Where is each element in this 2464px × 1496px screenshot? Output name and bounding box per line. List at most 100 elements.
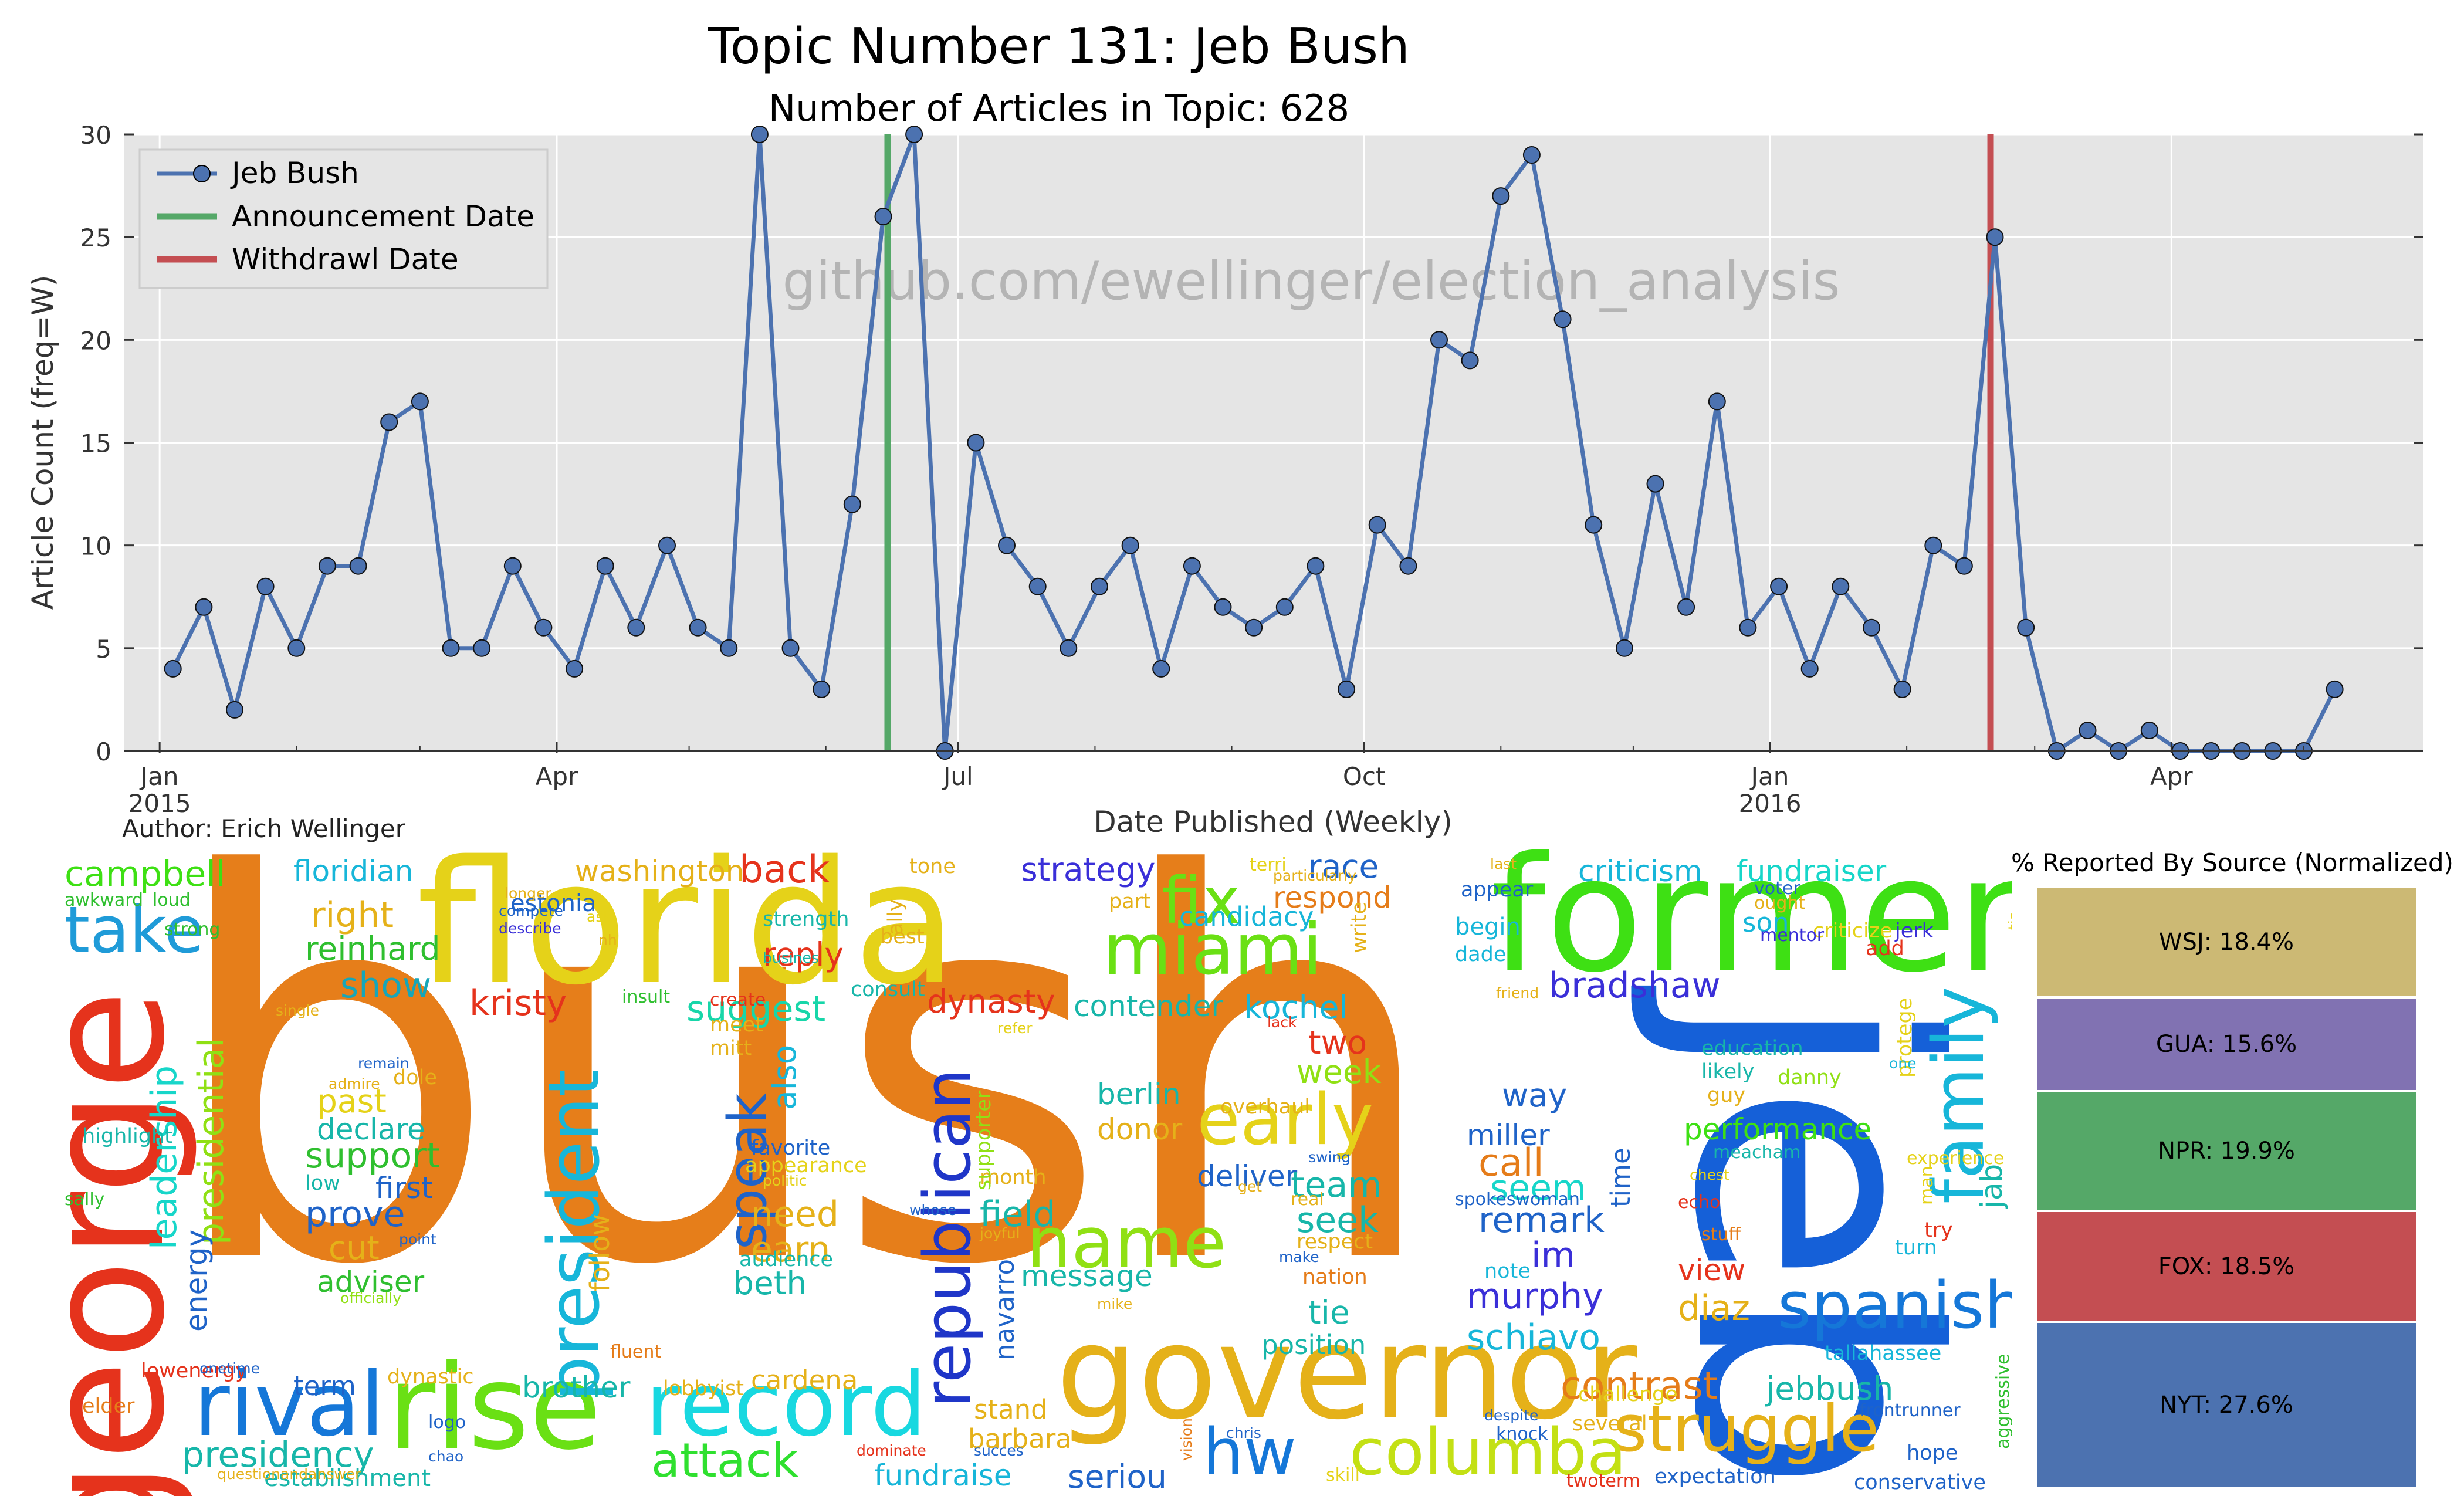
word-cloud-word: presidency <box>182 1434 374 1475</box>
word-cloud-word: begin <box>1455 913 1521 940</box>
word-cloud-word: twoterm <box>1566 1471 1640 1491</box>
word-cloud-word: im <box>1531 1235 1576 1276</box>
word-cloud-word: add <box>1866 937 1904 960</box>
word-cloud-word: tie <box>1308 1294 1350 1331</box>
word-cloud-word: spokeswoman <box>1455 1189 1580 1210</box>
word-cloud-word: respect <box>1297 1230 1373 1254</box>
word-cloud-word: cut <box>329 1229 380 1267</box>
word-cloud-word: appear <box>1461 878 1534 902</box>
word-cloud-word: view <box>1678 1253 1746 1287</box>
word-cloud-word: dade <box>1455 943 1507 966</box>
data-point <box>195 598 213 616</box>
word-cloud-word: past <box>317 1082 387 1120</box>
word-cloud-word: back <box>739 848 830 892</box>
data-point <box>1832 577 1850 595</box>
word-cloud-word: favorite <box>751 1136 831 1160</box>
data-point <box>380 413 398 431</box>
legend-announcement-date: Announcement Date <box>232 199 534 233</box>
data-point <box>813 680 831 698</box>
data-point <box>1368 516 1386 534</box>
word-cloud-word: meacham <box>1713 1142 1801 1163</box>
word-cloud-word: onetime <box>199 1360 260 1377</box>
word-cloud-word: terri <box>1250 855 1287 875</box>
word-cloud-word: dominate <box>857 1442 926 1459</box>
legend-withdrawl-date: Withdrawl Date <box>232 242 459 276</box>
data-point <box>1214 598 1232 616</box>
chart-title: Topic Number 131: Jeb Bush <box>708 18 1410 76</box>
data-point <box>1152 659 1170 678</box>
word-cloud-word: chest <box>1690 1166 1729 1183</box>
source-segment: FOX: 18.5% <box>2036 1210 2417 1322</box>
word-cloud-word: murphy <box>1467 1276 1603 1317</box>
word-cloud-word: barbara <box>968 1423 1072 1454</box>
word-cloud-word: audience <box>739 1248 834 1271</box>
word-cloud-word: energy <box>180 1229 214 1332</box>
word-cloud-word: jerk <box>1895 919 1934 943</box>
x-tick-label: Apr <box>2150 762 2193 791</box>
data-point <box>1677 598 1695 616</box>
x-tick-label: Jan <box>139 762 179 791</box>
word-cloud-word: frontrunner <box>1860 1400 1961 1421</box>
word-cloud-word: kochel <box>1244 989 1348 1026</box>
data-point <box>1121 536 1139 554</box>
word-cloud-word: expectation <box>1654 1465 1776 1488</box>
word-cloud-word: compete <box>499 902 563 919</box>
legend-jeb-bush: Jeb Bush <box>230 156 359 190</box>
word-cloud-word: cardena <box>751 1365 858 1396</box>
word-cloud-word: field <box>980 1194 1056 1235</box>
author-credit: Author: Erich Wellinger <box>122 814 405 843</box>
word-cloud-word: race <box>1308 848 1379 885</box>
word-cloud-word: challenge <box>1578 1383 1678 1406</box>
word-cloud-word: navarro <box>989 1258 1020 1360</box>
word-cloud-word: chao <box>428 1448 464 1465</box>
word-cloud-word: echo <box>1678 1192 1721 1213</box>
data-point <box>226 700 243 719</box>
watermark: github.com/ewellinger/election_analysis <box>782 251 1840 312</box>
word-cloud-word: message <box>1021 1259 1153 1293</box>
data-point <box>998 536 1016 554</box>
word-cloud-word: particularly <box>1273 867 1357 884</box>
word-cloud-word: ought <box>1754 893 1806 913</box>
data-point <box>1307 557 1325 575</box>
data-point <box>1245 618 1263 637</box>
y-tick-label: 25 <box>80 224 111 252</box>
line-chart: github.com/ewellinger/election_analysis … <box>26 121 2423 839</box>
data-point <box>1986 228 2004 246</box>
word-cloud-word: take <box>65 892 204 967</box>
word-cloud-word: seem <box>1490 1167 1586 1209</box>
word-cloud-word: spanish <box>1778 1268 2012 1343</box>
data-point <box>349 557 367 575</box>
word-cloud-word: elder <box>82 1395 135 1418</box>
y-tick-label: 20 <box>80 326 111 355</box>
word-cloud-word: kristy <box>469 983 567 1024</box>
word-cloud-word: describe <box>499 920 561 937</box>
word-cloud-word: skill <box>1326 1465 1360 1485</box>
word-cloud-word: highlight <box>82 1125 172 1148</box>
y-tick-label: 0 <box>96 737 111 766</box>
data-point <box>1060 639 1078 657</box>
word-cloud-word: supporter <box>972 1090 996 1190</box>
word-cloud-word: knock <box>1496 1424 1548 1444</box>
word-cloud-word: declare <box>317 1112 425 1146</box>
word-cloud-word: deliver <box>1197 1159 1298 1193</box>
word-cloud-word: rise <box>387 1339 602 1476</box>
y-tick-label: 15 <box>80 429 111 458</box>
data-point <box>1708 392 1726 411</box>
word-cloud-word: real <box>1291 1189 1324 1210</box>
word-cloud-word: friend <box>1496 984 1539 1001</box>
data-point <box>658 536 676 554</box>
word-cloud-word: month <box>980 1166 1047 1189</box>
word-cloud-word: turn <box>1895 1236 1937 1260</box>
word-cloud-word: tallahassee <box>1825 1342 1942 1365</box>
word-cloud-word: strong <box>164 919 221 940</box>
word-cloud-word: florida <box>417 845 957 1023</box>
word-cloud-word: week <box>1297 1053 1382 1091</box>
word-cloud-word: strategy <box>1021 851 1156 888</box>
word-cloud-word: succes <box>974 1442 1024 1459</box>
word-cloud-word: politic <box>763 1172 807 1189</box>
data-point <box>287 639 306 657</box>
word-cloud-word: loud <box>153 890 191 911</box>
word-cloud-word: man <box>1917 1166 1937 1205</box>
data-point <box>1028 577 1047 595</box>
word-cloud-word: washington <box>575 854 744 888</box>
